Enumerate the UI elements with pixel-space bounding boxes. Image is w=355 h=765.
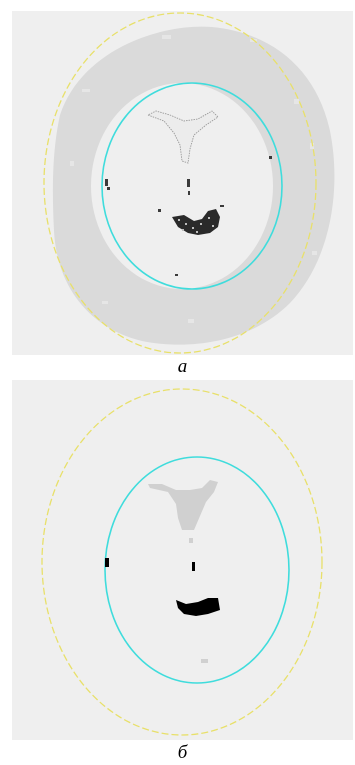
panel-b-dark-region [176, 598, 220, 616]
panel-a-caption: а [177, 356, 188, 377]
panel-a-outer-boundary [43, 12, 317, 354]
panel-b-image [12, 380, 353, 740]
panel-b-inner-boundary [104, 456, 290, 684]
panel-a-ring [52, 26, 335, 345]
panel-b-specks [105, 558, 195, 571]
panel-b-caption: б [177, 742, 188, 763]
panel-b-light-speck [189, 538, 193, 543]
panel-b-light-region [148, 480, 218, 530]
panel-b-svg [41, 388, 323, 736]
panel-a-svg [43, 12, 335, 354]
panel-a-specks [105, 156, 272, 276]
panel-b-light-speck-bottom [201, 659, 208, 663]
panel-a-inner-boundary [101, 82, 283, 290]
panel-b-outer-boundary [41, 388, 323, 736]
panel-a-y-structure [146, 110, 219, 164]
panel-a-image [12, 11, 353, 355]
panel-a-dark-region [172, 209, 220, 235]
